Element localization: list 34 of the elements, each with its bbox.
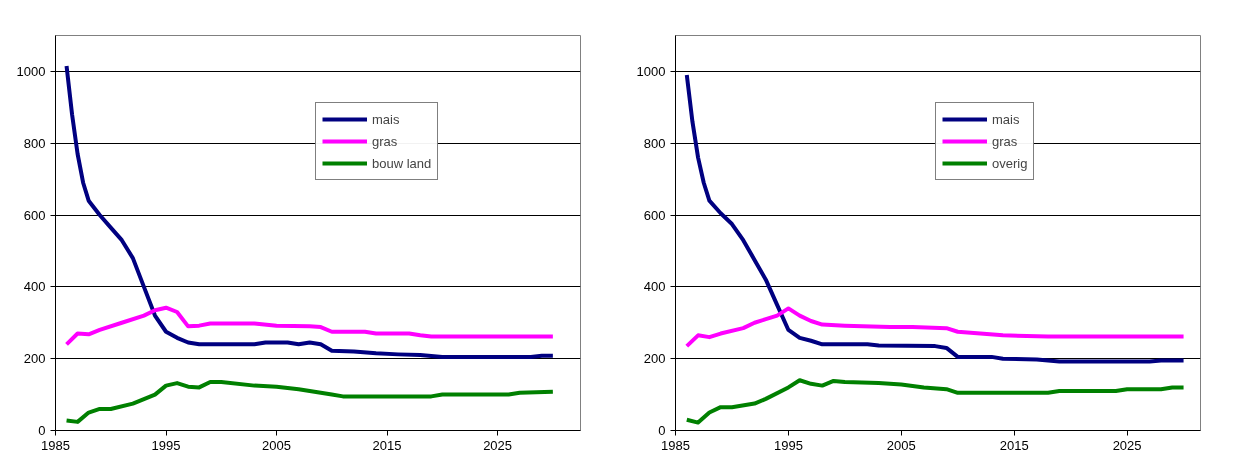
legend-label: bouw land xyxy=(372,155,432,171)
line-series xyxy=(64,380,555,424)
x-tick-label: 2015 xyxy=(372,437,402,453)
y-tick-label: 400 xyxy=(643,279,666,295)
legend-label: mais xyxy=(992,111,1020,127)
x-tick-label: 2005 xyxy=(886,437,916,453)
legend-label: gras xyxy=(372,133,398,149)
x-tick-label: 1995 xyxy=(773,437,803,453)
y-tick-label: 800 xyxy=(643,135,666,151)
y-tick-label: 200 xyxy=(23,351,46,367)
y-tick-label: 0 xyxy=(658,423,666,438)
line-series xyxy=(64,305,555,347)
line-series xyxy=(684,378,1186,425)
y-tick-label: 400 xyxy=(23,279,46,295)
legend-label: overig xyxy=(992,155,1028,171)
y-tick-label: 1000 xyxy=(636,63,666,79)
y-tick-label: 600 xyxy=(23,207,46,223)
x-tick-label: 1985 xyxy=(41,437,70,453)
y-tick-label: 0 xyxy=(38,423,46,438)
y-tick-label: 1000 xyxy=(16,63,46,79)
x-tick-label: 2025 xyxy=(483,437,513,453)
line-series xyxy=(684,306,1186,349)
y-tick-label: 200 xyxy=(643,351,666,367)
line-series xyxy=(64,64,555,359)
x-tick-label: 1995 xyxy=(151,437,181,453)
line-series xyxy=(684,73,1186,364)
x-tick-label: 2015 xyxy=(999,437,1029,453)
x-tick-label: 2025 xyxy=(1112,437,1142,453)
x-tick-label: 1985 xyxy=(661,437,690,453)
y-tick-label: 800 xyxy=(23,135,46,151)
legend-label: mais xyxy=(372,111,400,127)
x-tick-label: 2005 xyxy=(262,437,292,453)
legend-label: gras xyxy=(992,133,1018,149)
y-tick-label: 600 xyxy=(643,207,666,223)
